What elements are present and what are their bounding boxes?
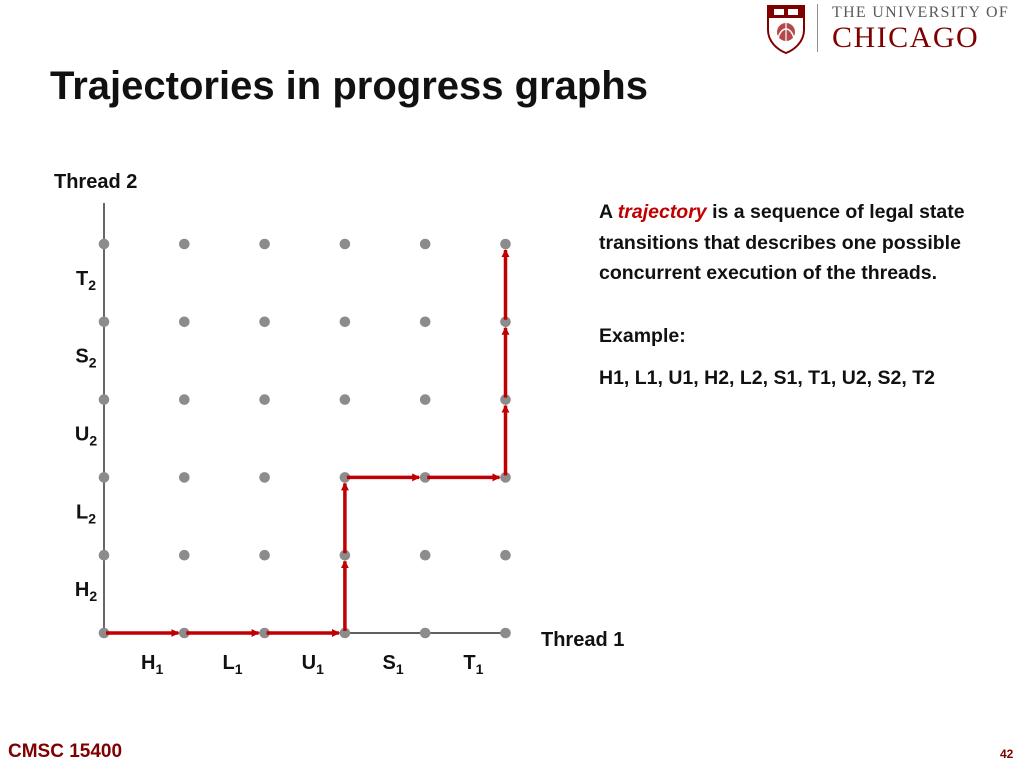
grid-state-dot	[419, 394, 431, 405]
logo-divider	[817, 4, 818, 52]
grid-state-dot	[98, 394, 110, 405]
y-step-label: T2	[76, 268, 96, 293]
definition-prefix: A	[599, 201, 618, 223]
page-title: Trajectories in progress graphs	[50, 64, 648, 108]
grid-state-dot	[419, 316, 431, 328]
grid-state-dot	[339, 627, 351, 639]
slide-number: 42	[1000, 747, 1014, 761]
grid-state-dot	[500, 549, 511, 561]
logo-text-line2: CHICAGO	[832, 21, 980, 54]
grid-state-dot	[179, 394, 190, 405]
grid-state-dot	[179, 238, 190, 250]
grid-state-dot	[98, 549, 110, 561]
university-crest-icon	[767, 5, 805, 54]
grid-state-dot	[98, 238, 110, 250]
grid-state-dot	[500, 472, 511, 483]
grid-state-dot	[339, 549, 351, 561]
y-step-label: U2	[75, 424, 97, 449]
definition-rest: is a sequence of legal state transitions…	[599, 201, 965, 284]
grid-state-dot	[419, 549, 431, 561]
grid-state-dot	[500, 627, 511, 639]
x-step-label: T1	[463, 652, 483, 677]
university-logo: THE UNIVERSITY OF CHICAGO	[766, 2, 1024, 56]
grid-state-dot	[179, 316, 190, 328]
course-code: CMSC 15400	[8, 741, 123, 762]
grid-state-dot	[419, 472, 431, 483]
definition-term: trajectory	[617, 201, 707, 223]
x-step-label: L1	[222, 652, 242, 677]
grid-state-dot	[259, 238, 270, 250]
grid-state-dot	[179, 549, 190, 561]
x-axis-label: Thread 1	[541, 629, 624, 651]
x-step-label: U1	[302, 652, 324, 677]
grid-state-dot	[259, 394, 270, 405]
grid-state-dot	[339, 316, 351, 328]
grid-state-dot	[500, 394, 511, 405]
grid-state-dot	[179, 627, 190, 639]
grid-state-dot	[259, 472, 270, 483]
grid-state-dot	[500, 238, 511, 250]
y-axis-label: Thread 2	[54, 171, 137, 193]
trajectory-description: A trajectory is a sequence of legal stat…	[599, 197, 999, 394]
grid-state-dot	[339, 238, 351, 250]
definition-text: A trajectory is a sequence of legal stat…	[599, 197, 999, 289]
grid-state-dot	[500, 316, 511, 328]
example-sequence: H1, L1, U1, H2, L2, S1, T1, U2, S2, T2	[599, 367, 935, 389]
grid-state-dot	[339, 472, 351, 483]
grid-state-dot	[179, 472, 190, 483]
grid-state-dot	[98, 627, 110, 639]
grid-state-dot	[259, 316, 270, 328]
x-step-label: S1	[383, 652, 404, 677]
y-step-label: L2	[76, 501, 96, 526]
y-step-label: S2	[75, 346, 96, 371]
grid-state-dot	[339, 394, 351, 405]
grid-state-dot	[419, 238, 431, 250]
grid-state-dot	[419, 627, 431, 639]
grid-state-dot	[259, 549, 270, 561]
example-label: Example:	[599, 324, 686, 347]
grid-state-dot	[98, 316, 110, 328]
x-step-label: H1	[141, 652, 163, 677]
logo-text-line1: THE UNIVERSITY OF	[832, 4, 1010, 21]
grid-state-dot	[98, 472, 110, 483]
y-step-label: H2	[75, 579, 97, 604]
grid-state-dot	[259, 627, 270, 639]
